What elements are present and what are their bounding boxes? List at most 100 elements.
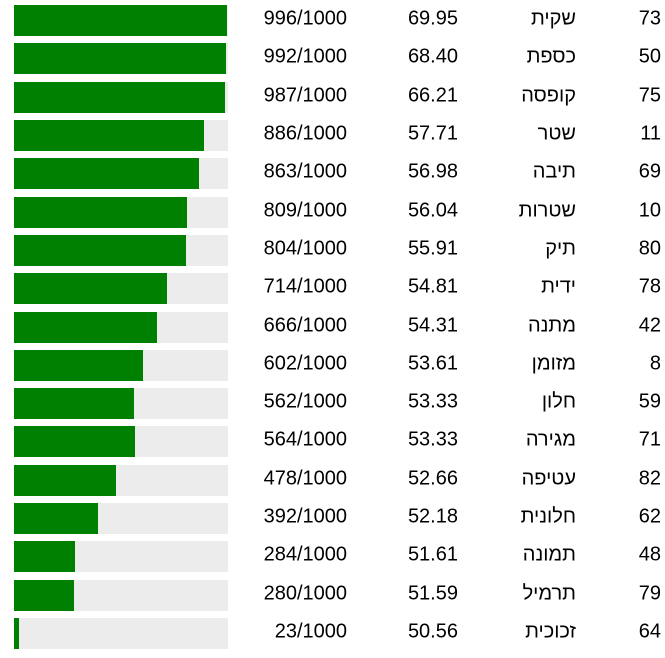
- hebrew-word-cell: כספת: [526, 45, 576, 68]
- table-row: 987/1000 66.21 קופסה 75: [0, 78, 665, 116]
- fraction-cell: 392/1000: [263, 505, 347, 528]
- hebrew-word-cell: תרמיל: [522, 582, 576, 605]
- table-row: 666/1000 54.31 מתנה 42: [0, 308, 665, 346]
- table-row: 392/1000 52.18 חלונית 62: [0, 499, 665, 537]
- hebrew-word-cell: מתנה: [527, 314, 576, 337]
- frequency-bar: [14, 81, 226, 113]
- id-cell: 75: [638, 84, 661, 107]
- id-cell: 11: [640, 122, 661, 145]
- frequency-bar-track: [14, 426, 228, 458]
- frequency-bar: [14, 426, 135, 458]
- hebrew-word-cell: ידית: [541, 275, 576, 298]
- score-cell: 66.21: [407, 84, 458, 107]
- frequency-bar-track: [14, 579, 228, 611]
- fraction-cell: 809/1000: [263, 199, 347, 222]
- hebrew-word-cell: חלונית: [520, 505, 576, 528]
- frequency-bar-track: [14, 464, 228, 496]
- frequency-bar-track: [14, 503, 228, 534]
- fraction-cell: 886/1000: [263, 122, 347, 145]
- table-row: 992/1000 68.40 כספת 50: [0, 40, 665, 78]
- id-cell: 10: [638, 199, 661, 222]
- fraction-cell: 280/1000: [263, 582, 347, 605]
- score-cell: 56.98: [407, 160, 458, 183]
- table-row: 996/1000 69.95 שקית 73: [0, 2, 665, 40]
- frequency-bar-track: [14, 234, 228, 266]
- score-cell: 51.59: [407, 582, 458, 605]
- frequency-bar: [14, 196, 188, 228]
- frequency-bar: [14, 617, 19, 649]
- frequency-bar: [14, 388, 135, 420]
- frequency-bar: [14, 120, 204, 152]
- table-row: 886/1000 57.71 שטר 11: [0, 116, 665, 154]
- frequency-bar-track: [14, 158, 228, 190]
- id-cell: 79: [638, 582, 661, 605]
- fraction-cell: 804/1000: [263, 237, 347, 260]
- score-cell: 57.71: [407, 122, 458, 145]
- id-cell: 80: [638, 237, 661, 260]
- fraction-cell: 996/1000: [263, 7, 347, 30]
- score-cell: 55.91: [407, 237, 458, 260]
- frequency-bar: [14, 464, 117, 496]
- score-cell: 53.33: [407, 428, 458, 451]
- table-row: 809/1000 56.04 שטרות 10: [0, 193, 665, 231]
- score-cell: 68.40: [407, 45, 458, 68]
- id-cell: 8: [649, 352, 661, 375]
- id-cell: 71: [638, 428, 661, 451]
- frequency-bar: [14, 43, 227, 75]
- id-cell: 50: [638, 45, 661, 68]
- fraction-cell: 666/1000: [263, 314, 347, 337]
- table-row: 714/1000 54.81 ידית 78: [0, 270, 665, 308]
- hebrew-word-cell: עטיפה: [521, 467, 576, 490]
- frequency-bar-track: [14, 43, 228, 75]
- fraction-cell: 602/1000: [263, 352, 347, 375]
- hebrew-word-cell: מגירה: [525, 428, 576, 451]
- fraction-cell: 564/1000: [263, 428, 347, 451]
- id-cell: 73: [638, 7, 661, 30]
- frequency-bar: [14, 541, 75, 573]
- frequency-bar-track: [14, 273, 228, 305]
- hebrew-word-cell: שטר: [537, 122, 576, 145]
- id-cell: 48: [638, 543, 661, 566]
- fraction-cell: 284/1000: [263, 543, 347, 566]
- frequency-bar-track: [14, 388, 228, 420]
- hebrew-word-cell: תמונה: [522, 543, 576, 566]
- score-cell: 53.33: [407, 390, 458, 413]
- score-cell: 53.61: [407, 352, 458, 375]
- table-row: 23/1000 50.56 זכוכית 64: [0, 614, 665, 652]
- frequency-bar: [14, 311, 157, 343]
- id-cell: 82: [638, 467, 661, 490]
- fraction-cell: 863/1000: [263, 160, 347, 183]
- frequency-bar-track: [14, 541, 228, 573]
- table-row: 863/1000 56.98 תיבה 69: [0, 155, 665, 193]
- hebrew-word-cell: חלון: [541, 390, 576, 413]
- id-cell: 64: [638, 620, 661, 643]
- frequency-bar: [14, 273, 167, 305]
- score-cell: 52.18: [407, 505, 458, 528]
- score-cell: 56.04: [407, 199, 458, 222]
- score-cell: 54.81: [407, 275, 458, 298]
- hebrew-word-cell: זכוכית: [525, 620, 576, 643]
- table-row: 284/1000 51.61 תמונה 48: [0, 538, 665, 576]
- id-cell: 78: [638, 275, 661, 298]
- table-row: 478/1000 52.66 עטיפה 82: [0, 461, 665, 499]
- fraction-cell: 562/1000: [263, 390, 347, 413]
- frequency-bar: [14, 158, 199, 190]
- fraction-cell: 23/1000: [274, 620, 347, 643]
- table-row: 562/1000 53.33 חלון 59: [0, 384, 665, 422]
- frequency-bar-track: [14, 617, 228, 649]
- frequency-bar-track: [14, 81, 228, 113]
- hebrew-word-cell: שטרות: [518, 199, 576, 222]
- fraction-cell: 714/1000: [263, 275, 347, 298]
- id-cell: 62: [638, 505, 661, 528]
- score-cell: 50.56: [407, 620, 458, 643]
- table-row: 564/1000 53.33 מגירה 71: [0, 423, 665, 461]
- id-cell: 42: [638, 314, 661, 337]
- frequency-bar: [14, 234, 187, 266]
- score-cell: 51.61: [407, 543, 458, 566]
- hebrew-word-cell: שקית: [530, 7, 576, 30]
- hebrew-word-cell: קופסה: [521, 84, 576, 107]
- fraction-cell: 987/1000: [263, 84, 347, 107]
- frequency-bar-track: [14, 196, 228, 228]
- frequency-bar: [14, 503, 98, 534]
